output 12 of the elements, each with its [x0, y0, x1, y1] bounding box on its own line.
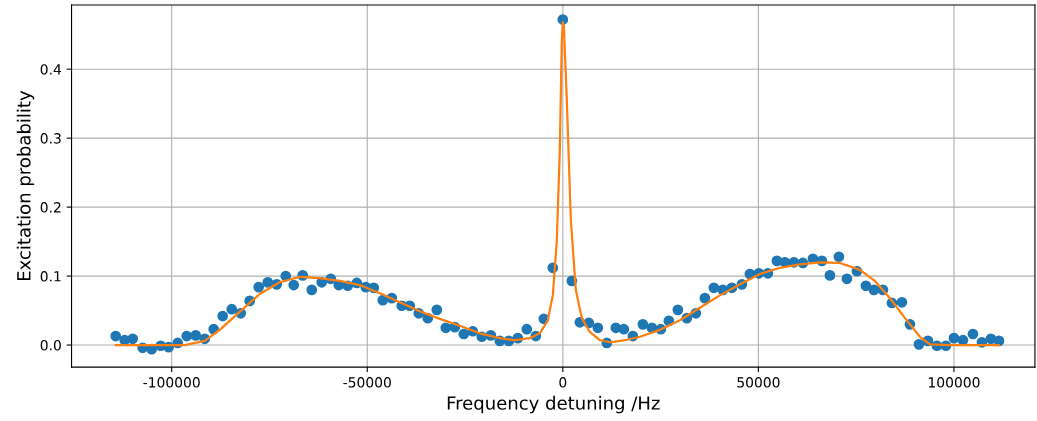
x-tick-label: -100000 — [143, 377, 200, 388]
y-tick-label: 0.4 — [40, 64, 62, 75]
y-tick-label: 0.3 — [40, 133, 61, 144]
y-tick-label: 0.2 — [40, 202, 61, 213]
x-tick-label: 100000 — [928, 377, 980, 388]
y-tick-label: 0.0 — [40, 340, 61, 351]
y-axis-title: Excitation probability — [16, 90, 35, 281]
x-tick-label: -50000 — [343, 377, 391, 388]
y-tick-label: 0.1 — [40, 271, 61, 282]
x-axis-title: Frequency detuning /Hz — [447, 395, 660, 414]
x-tick-label: 50000 — [737, 377, 780, 388]
x-tick-label: 0 — [559, 377, 567, 388]
